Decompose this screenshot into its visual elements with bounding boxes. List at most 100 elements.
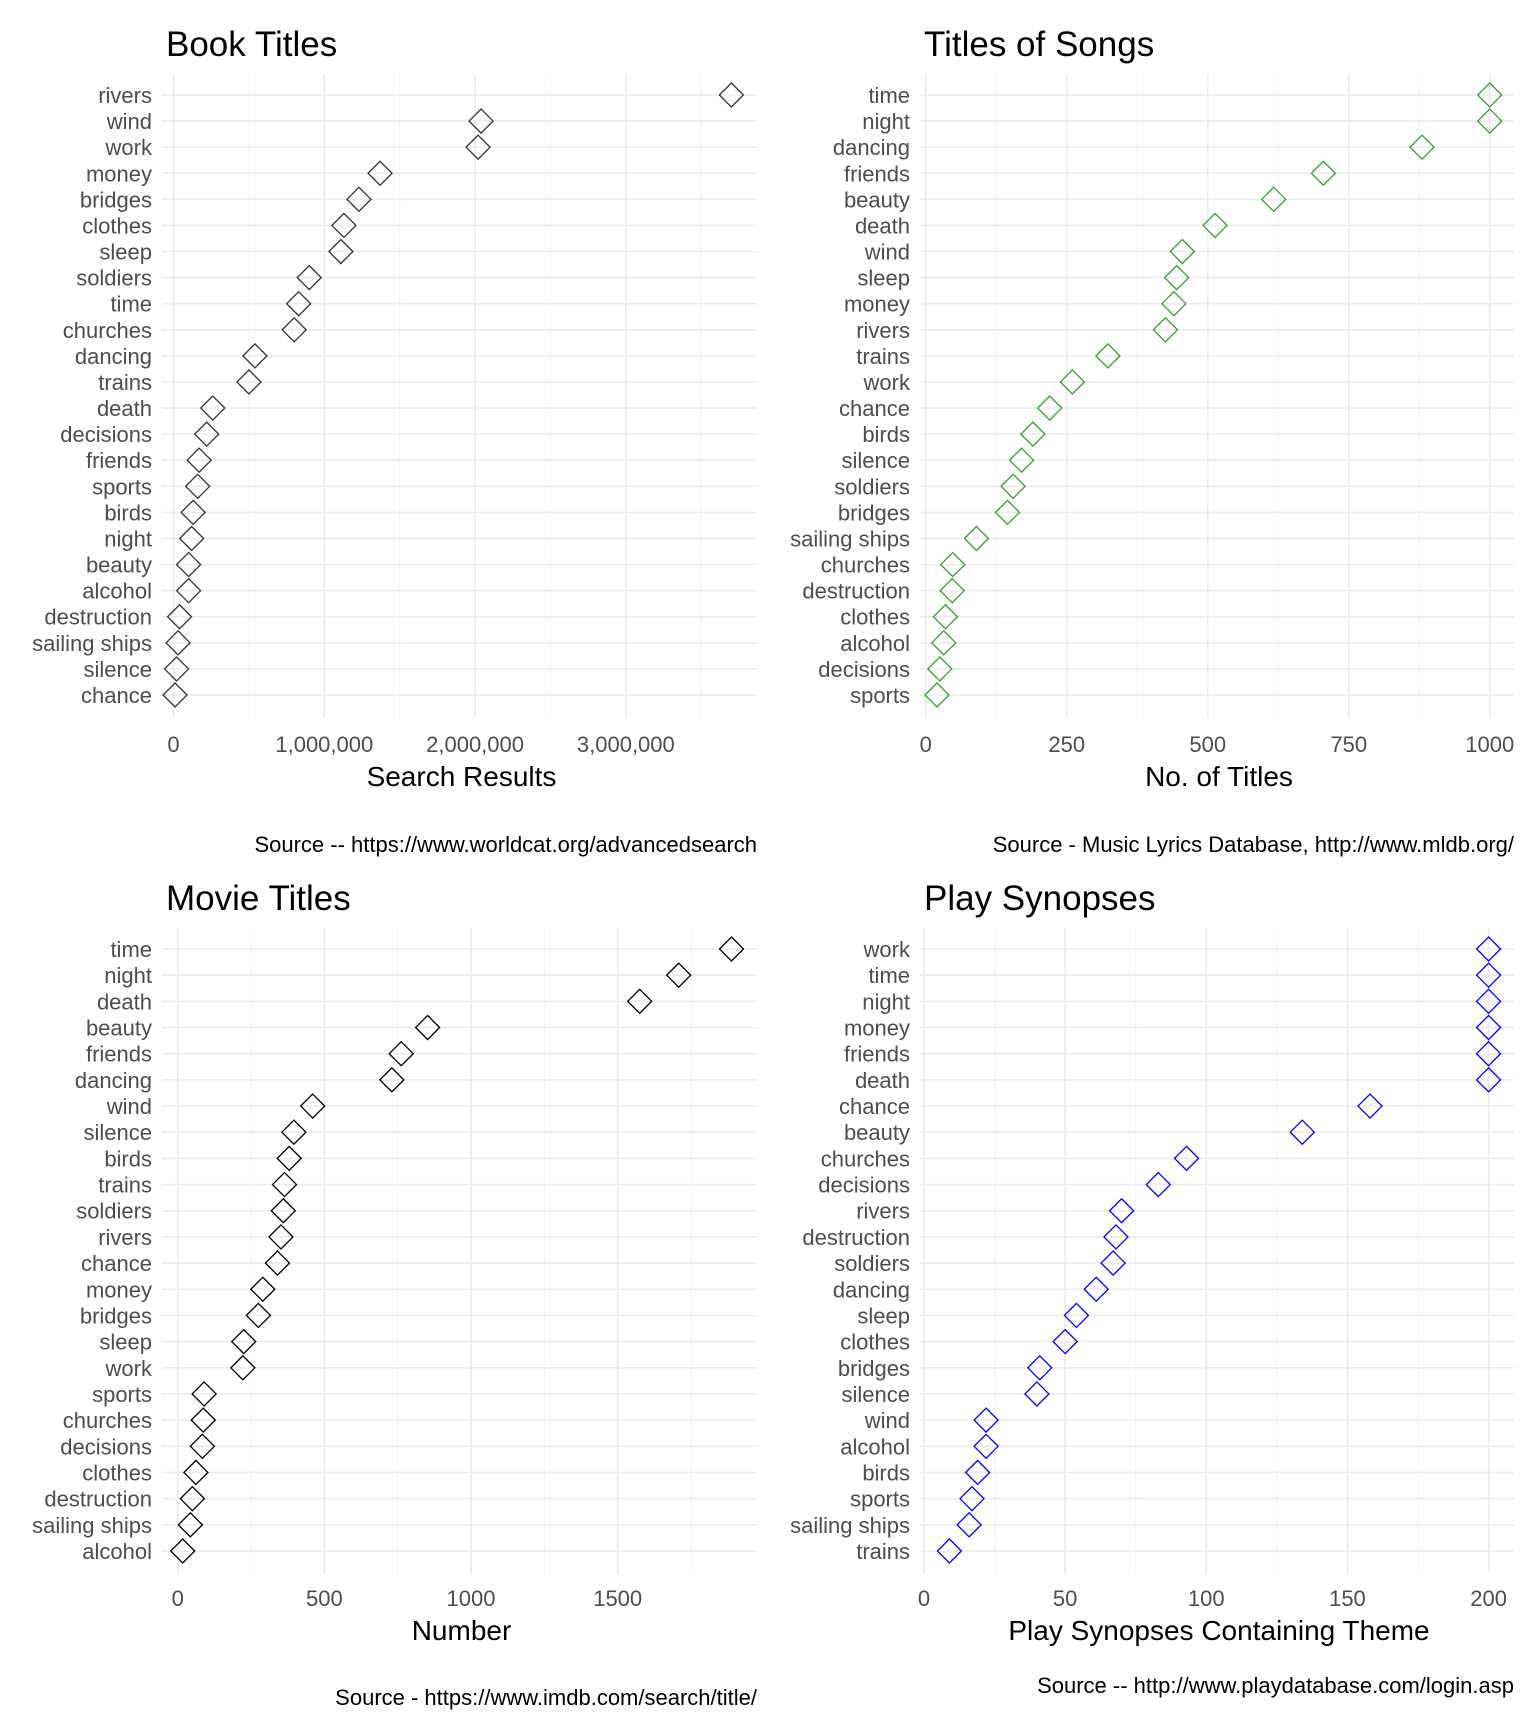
data-point [175, 577, 202, 604]
y-tick-label: friends [844, 1042, 910, 1067]
y-tick-label: wind [106, 109, 152, 134]
y-tick-label: work [105, 1356, 153, 1381]
data-point [1202, 212, 1228, 239]
data-point [1476, 108, 1503, 135]
y-tick-label: clothes [82, 213, 152, 238]
y-tick-label: soldiers [76, 266, 152, 291]
y-tick-label: sailing ships [790, 1513, 910, 1538]
data-point [1036, 395, 1063, 421]
data-point [271, 1171, 298, 1198]
panel-4: Play Synopsesworktimenightmoneyfriendsde… [790, 879, 1514, 1698]
y-tick-label: destruction [802, 579, 910, 604]
data-point [1475, 962, 1502, 989]
data-point [963, 525, 990, 552]
x-tick-label: 0 [167, 732, 179, 757]
y-tick-label: clothes [82, 1460, 152, 1485]
y-tick-label: friends [844, 161, 910, 186]
y-tick-label: trains [98, 1173, 152, 1198]
data-point [936, 1538, 963, 1564]
y-tick-label: chance [839, 396, 910, 421]
data-point [1100, 1250, 1127, 1277]
y-tick-label: sailing ships [32, 631, 152, 656]
x-tick-label: 500 [306, 1586, 343, 1611]
data-point [285, 290, 312, 317]
y-tick-label: trains [856, 1539, 910, 1564]
y-tick-label: death [97, 396, 152, 421]
y-tick-label: trains [98, 370, 152, 395]
y-tick-label: clothes [840, 605, 910, 630]
x-tick-label: 1500 [593, 1586, 642, 1611]
y-tick-label: work [863, 937, 911, 962]
data-point [165, 629, 191, 656]
data-point [1000, 473, 1027, 500]
y-tick-label: money [844, 292, 910, 317]
source-caption: Source -- https://www.worldcat.org/advan… [254, 832, 757, 857]
data-point [1026, 1354, 1053, 1381]
data-point [1152, 316, 1179, 343]
data-point [1019, 421, 1046, 448]
x-tick-label: 3,000,000 [577, 732, 675, 757]
x-tick-label: 250 [1048, 732, 1085, 757]
data-point [959, 1485, 985, 1512]
data-point [964, 1459, 991, 1486]
x-tick-label: 50 [1053, 1586, 1077, 1611]
panel-2: Titles of Songs timenightdancingfriendsbe… [790, 25, 1515, 857]
y-tick-label: decisions [60, 1434, 152, 1459]
y-tick-label: wind [864, 1408, 910, 1433]
data-point [264, 1250, 291, 1277]
data-point [665, 962, 692, 989]
y-tick-label: money [86, 161, 152, 186]
x-tick-label: 200 [1470, 1586, 1507, 1611]
y-tick-label: friends [86, 448, 152, 473]
data-point [1476, 82, 1503, 108]
data-point [184, 473, 211, 500]
data-point [465, 134, 492, 161]
y-tick-label: silence [84, 1120, 152, 1145]
data-point [191, 1381, 218, 1407]
y-tick-label: rivers [856, 1199, 910, 1224]
data-point [190, 1407, 217, 1434]
y-tick-label: night [104, 526, 152, 551]
y-tick-label: destruction [802, 1225, 910, 1250]
y-tick-label: clothes [840, 1330, 910, 1355]
y-tick-label: sports [850, 1487, 910, 1512]
data-point [388, 1040, 415, 1067]
data-point [177, 1511, 204, 1538]
x-axis-label: Number [412, 1615, 512, 1646]
y-tick-label: wind [106, 1094, 152, 1119]
y-tick-label: bridges [80, 187, 152, 212]
y-tick-label: decisions [818, 657, 910, 682]
data-point [245, 1302, 272, 1329]
y-tick-label: wind [864, 240, 910, 265]
y-tick-label: birds [104, 500, 152, 525]
data-point [166, 603, 193, 630]
y-tick-label: bridges [838, 1356, 910, 1381]
data-point [296, 264, 323, 291]
chart-title: Movie Titles [166, 879, 351, 918]
data-point [718, 82, 745, 108]
data-point [199, 395, 226, 421]
data-point [330, 212, 357, 239]
data-point [1409, 134, 1435, 161]
y-tick-label: birds [862, 422, 910, 447]
y-tick-label: time [110, 937, 152, 962]
y-tick-label: beauty [86, 1016, 152, 1041]
y-tick-label: silence [842, 1382, 910, 1407]
data-point [178, 525, 205, 552]
data-point [932, 603, 959, 630]
y-tick-label: sleep [857, 266, 910, 291]
data-point [236, 369, 262, 395]
data-point [327, 238, 354, 265]
y-tick-label: alcohol [82, 579, 152, 604]
data-point [367, 160, 394, 187]
x-tick-label: 0 [918, 1586, 930, 1611]
data-point [280, 1119, 307, 1146]
data-point [1475, 1014, 1502, 1041]
y-tick-label: decisions [60, 422, 152, 447]
y-tick-label: bridges [80, 1303, 152, 1328]
y-tick-label: churches [821, 553, 910, 578]
data-point [1052, 1328, 1079, 1355]
data-point [1173, 1145, 1200, 1172]
y-tick-label: soldiers [76, 1199, 152, 1224]
